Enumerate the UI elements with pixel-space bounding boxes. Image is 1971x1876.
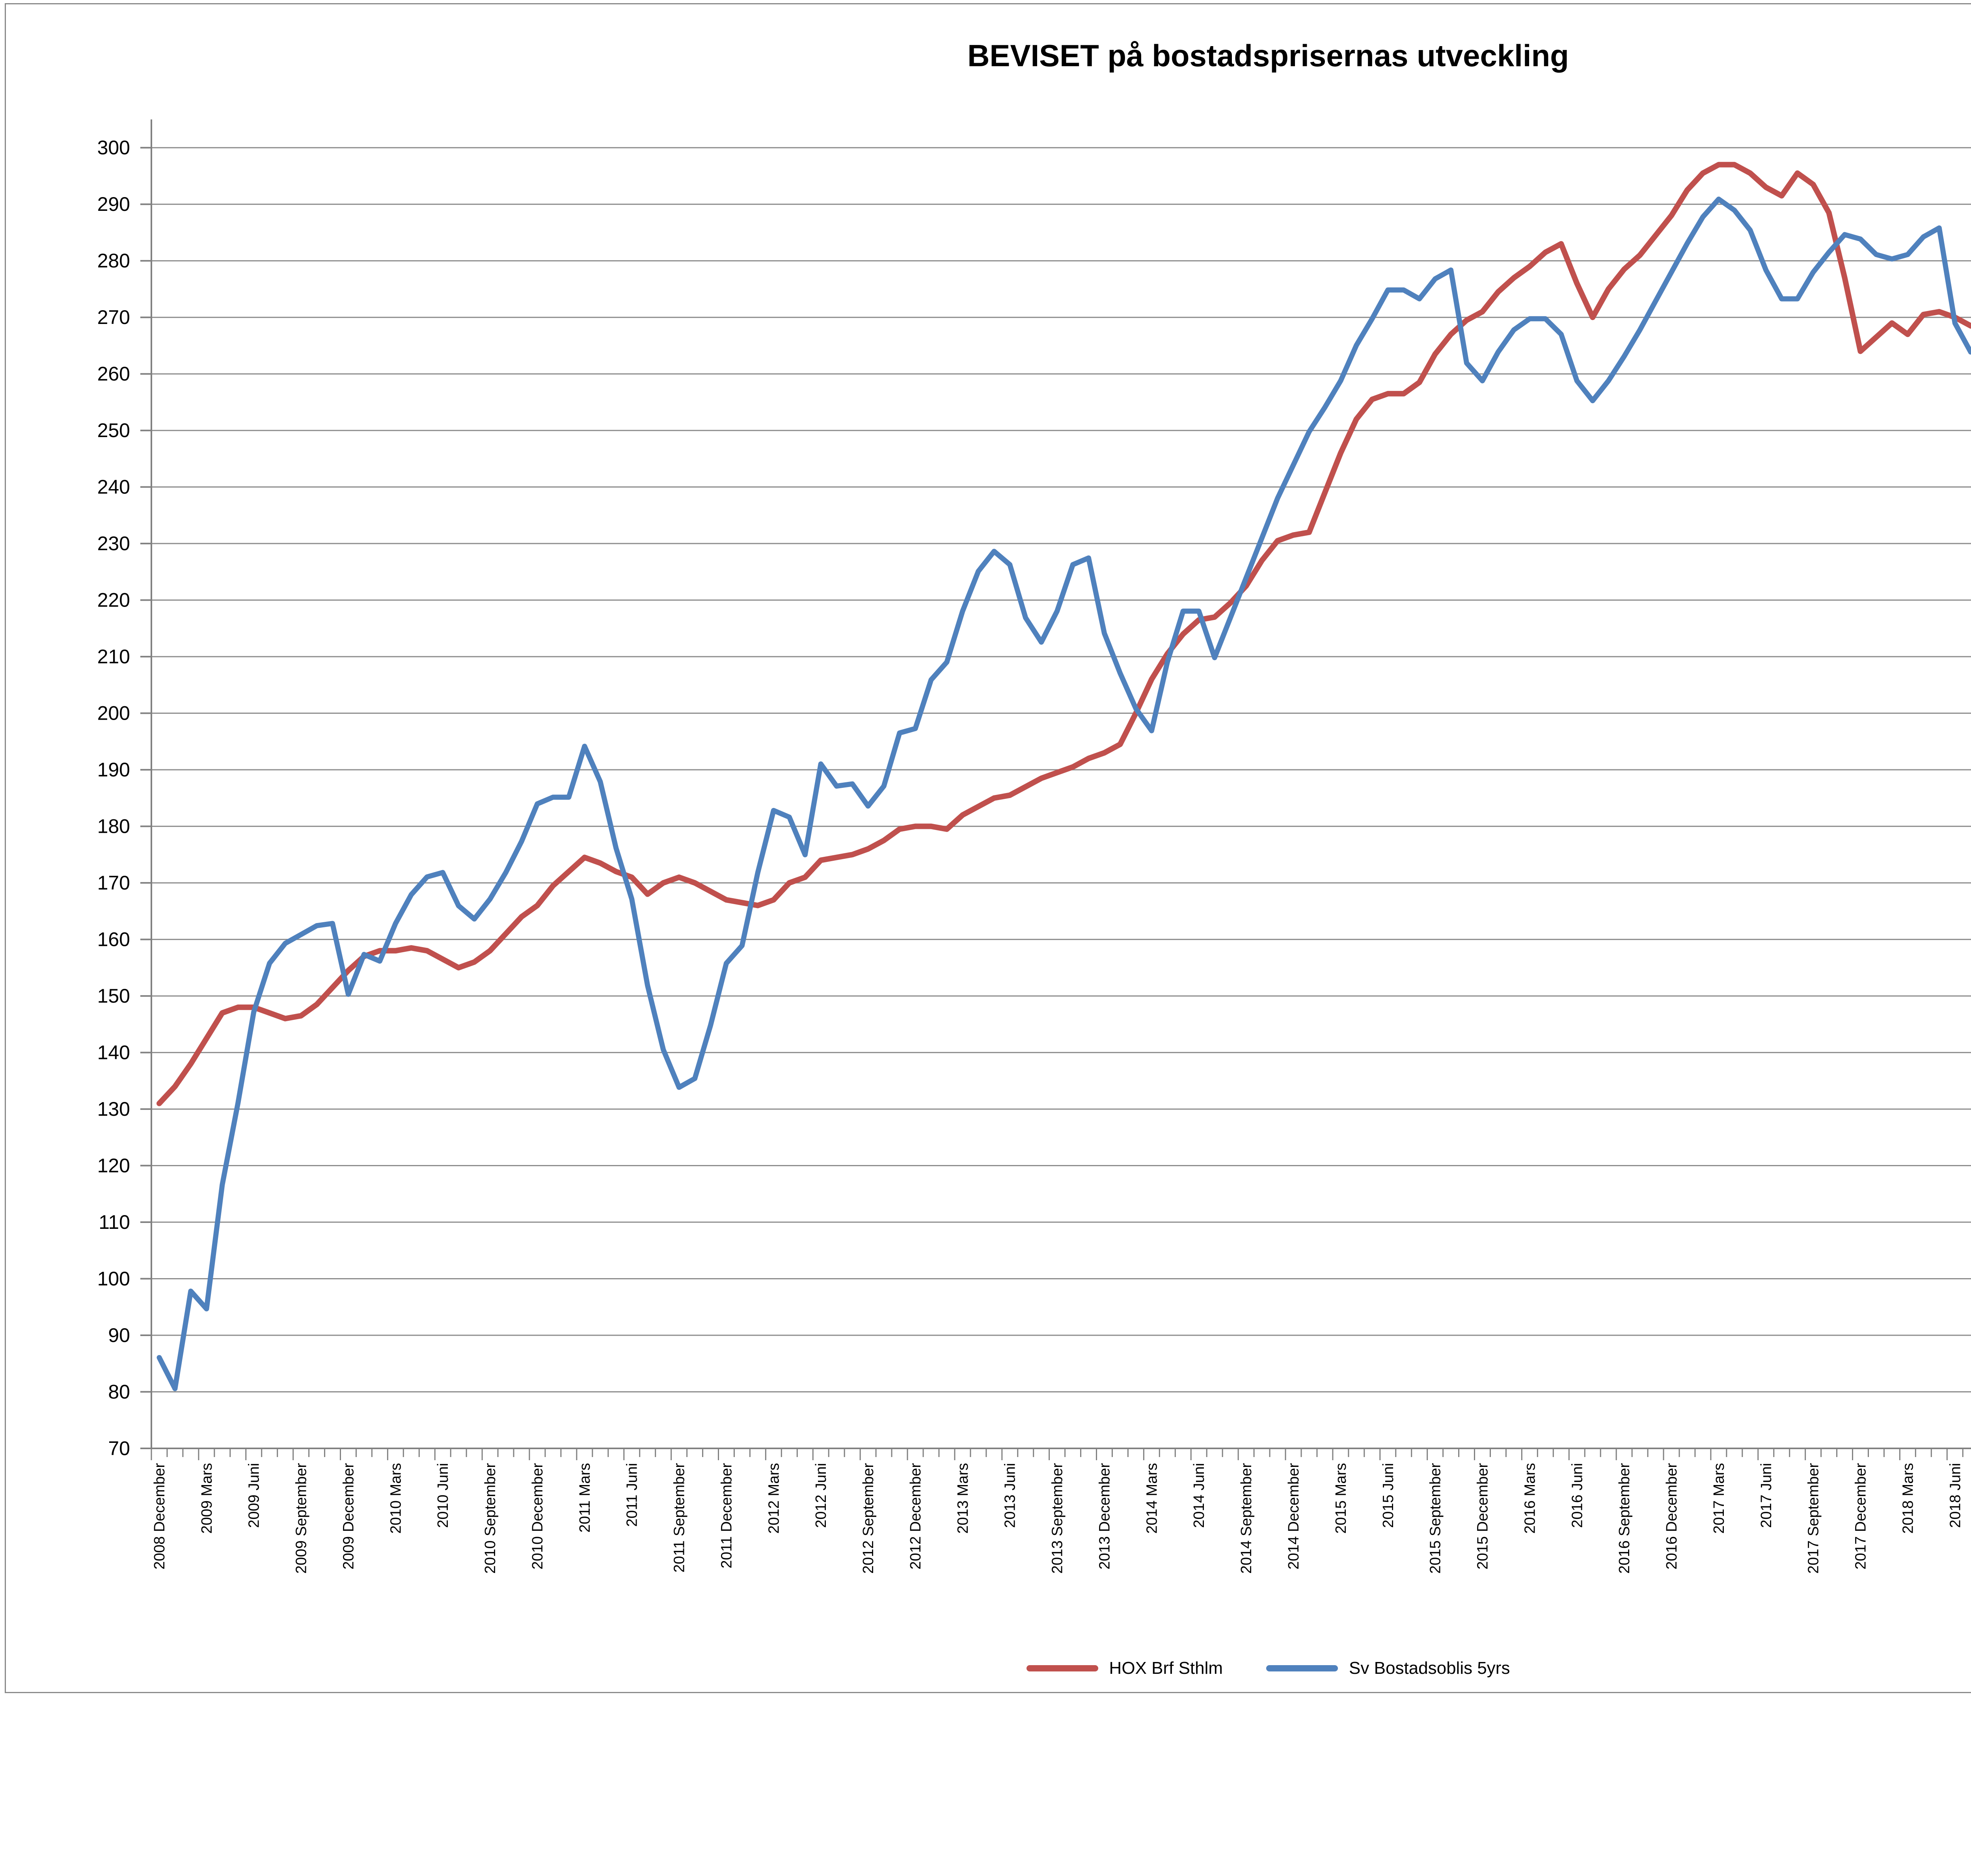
x-axis-label: 2015 Juni [1380, 1463, 1397, 1528]
series-hox-line [156, 162, 1971, 1106]
left-axis-label: 100 [97, 1268, 130, 1290]
left-axis-label: 110 [99, 1211, 130, 1233]
x-axis-label: 2009 Mars [199, 1463, 215, 1534]
left-axis-label: 150 [97, 985, 130, 1007]
x-axis-label: 2013 Juni [1002, 1463, 1019, 1528]
x-axis-label: 2012 September [860, 1463, 877, 1574]
left-axis-label: 140 [97, 1042, 130, 1064]
x-axis-label: 2013 September [1049, 1463, 1066, 1574]
x-axis-label: 2009 Juni [246, 1463, 263, 1528]
x-axis-label: 2009 September [293, 1463, 310, 1574]
x-axis-label: 2008 December [151, 1463, 168, 1570]
x-axis-label: 2018 Juni [1947, 1463, 1964, 1528]
left-axis-label: 220 [97, 589, 130, 611]
x-axis-label: 2009 December [340, 1463, 357, 1570]
left-axis-label: 260 [97, 363, 130, 385]
left-axis-label: 290 [97, 193, 130, 215]
left-axis-label: 210 [97, 646, 130, 668]
left-axis-label: 300 [97, 137, 130, 159]
left-axis-label: 120 [97, 1155, 130, 1177]
left-axis-label: 130 [97, 1098, 130, 1120]
hox-line-swatch-icon [1026, 1665, 1098, 1671]
x-axis-label: 2016 Juni [1569, 1463, 1585, 1528]
x-axis-label: 2014 Mars [1144, 1463, 1160, 1534]
x-axis-label: 2011 Mars [577, 1463, 593, 1533]
left-axis-label: 200 [97, 702, 130, 724]
legend-item-bostadsoblis: Sv Bostadsoblis 5yrs [1266, 1658, 1510, 1678]
bostadsoblis-line-swatch-icon [1266, 1665, 1338, 1671]
x-axis-label: 2012 Mars [766, 1463, 782, 1534]
x-axis-label: 2013 Mars [955, 1463, 971, 1534]
left-axis-label: 180 [97, 815, 130, 838]
x-axis-label: 2018 Mars [1900, 1463, 1916, 1534]
x-axis-label: 2010 Mars [387, 1463, 404, 1534]
chart-frame [5, 3, 1971, 1693]
x-axis-label: 2010 Juni [435, 1463, 451, 1528]
left-axis-label: 270 [97, 306, 130, 328]
x-axis-label: 2017 Mars [1711, 1463, 1727, 1534]
x-axis-label: 2014 December [1285, 1463, 1302, 1570]
left-axis-label: 250 [97, 419, 130, 441]
x-axis-label: 2013 December [1096, 1463, 1113, 1570]
legend-item-hox: HOX Brf Sthlm [1026, 1658, 1223, 1678]
x-axis-label: 2015 December [1475, 1463, 1491, 1570]
legend: HOX Brf Sthlm Sv Bostadsoblis 5yrs [5, 1658, 1971, 1678]
x-axis-label: 2017 Juni [1758, 1463, 1775, 1528]
x-axis-label: 2016 December [1664, 1463, 1680, 1570]
x-axis-label: 2011 September [671, 1463, 688, 1573]
left-axis-label: 70 [108, 1437, 130, 1459]
x-axis-label: 2010 December [529, 1463, 546, 1570]
x-axis-label: 2015 September [1427, 1463, 1444, 1574]
x-axis-label: 2015 Mars [1333, 1463, 1349, 1534]
x-axis-label: 2016 Mars [1522, 1463, 1538, 1534]
x-axis-label: 2012 Juni [813, 1463, 829, 1528]
x-axis-label: 2011 Juni [624, 1463, 641, 1527]
x-axis-label: 2017 December [1853, 1463, 1869, 1570]
x-axis-label: 2016 September [1616, 1463, 1633, 1574]
left-axis-label: 190 [97, 759, 130, 781]
left-axis-label: 160 [97, 929, 130, 951]
x-axis-label: 2017 September [1805, 1463, 1822, 1574]
x-axis-label: 2012 December [907, 1463, 924, 1570]
legend-label-hox: HOX Brf Sthlm [1109, 1658, 1223, 1678]
left-axis-label: 170 [97, 872, 130, 894]
x-axis-label: 2014 September [1238, 1463, 1255, 1574]
chart-title: BEVISET på bostadsprisernas utveckling [967, 38, 1569, 73]
x-axis-label: 2011 December [718, 1463, 735, 1569]
x-axis-label: 2010 September [482, 1463, 499, 1574]
series-bostadsoblis-line [156, 196, 1971, 1391]
left-axis-label: 90 [108, 1324, 130, 1346]
x-axis-label: 2014 Juni [1191, 1463, 1207, 1528]
left-axis-label: 80 [108, 1381, 130, 1403]
left-axis-label: 240 [97, 476, 130, 498]
left-axis-label: 230 [97, 532, 130, 555]
legend-label-bostadsoblis: Sv Bostadsoblis 5yrs [1349, 1658, 1510, 1678]
left-axis-label: 280 [97, 250, 130, 272]
